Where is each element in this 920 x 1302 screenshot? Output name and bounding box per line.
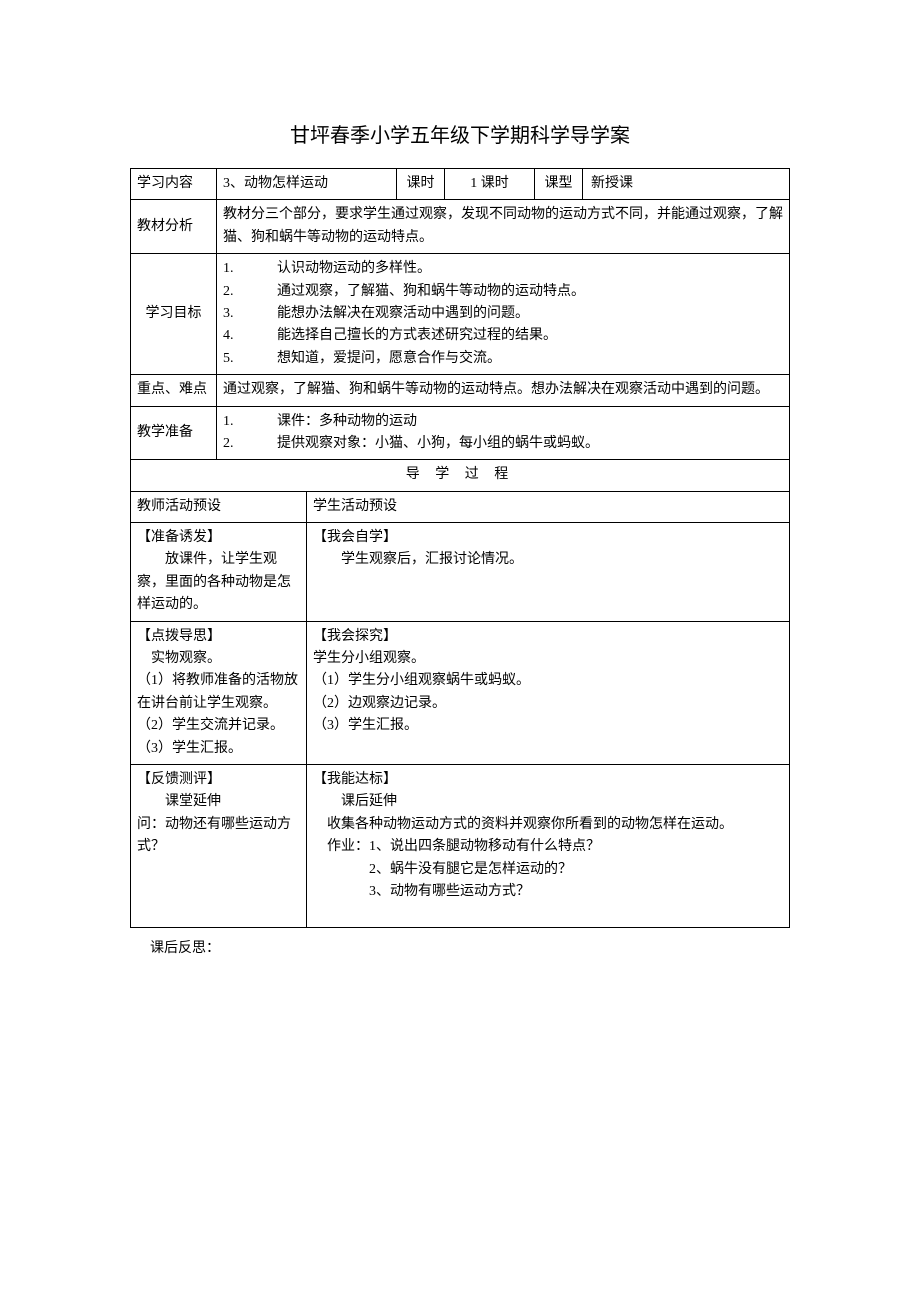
label-class-type: 课型 — [535, 169, 583, 200]
label-periods: 课时 — [397, 169, 445, 200]
lesson-plan-table: 学习内容 3、动物怎样运动 课时 1 课时 课型 新授课 教材分析 教材分三个部… — [130, 168, 790, 928]
label-textbook-analysis: 教材分析 — [131, 200, 217, 254]
section2-right-heading: 【我会探究】 — [313, 626, 783, 648]
hw1-text: 1、说出四条腿动物移动有什么特点？ — [369, 839, 600, 854]
value-teaching-prep: 1.课件：多种动物的运动 2.提供观察对象：小猫、小狗，每小组的蜗牛或蚂蚁。 — [217, 406, 790, 460]
label-study-content: 学习内容 — [131, 169, 217, 200]
value-study-content: 3、动物怎样运动 — [217, 169, 397, 200]
value-key-difficulty: 通过观察，了解猫、狗和蜗牛等动物的运动特点。想办法解决在观察活动中遇到的问题。 — [217, 375, 790, 406]
section1-right-body-text: 学生观察后，汇报讨论情况。 — [341, 552, 523, 567]
row-study-goals: 学习目标 1.认识动物运动的多样性。 2.通过观察，了解猫、狗和蜗牛等动物的运动… — [131, 254, 790, 375]
section2-right: 【我会探究】 学生分小组观察。 （1）学生分小组观察蜗牛或蚂蚁。 （2）边观察边… — [307, 621, 790, 764]
row-study-content: 学习内容 3、动物怎样运动 课时 1 课时 课型 新授课 — [131, 169, 790, 200]
section3-right-sub: 课后延伸 — [313, 791, 783, 813]
section1-left-heading: 【准备诱发】 — [137, 527, 300, 549]
section2-left-line: （1）将教师准备的活物放在讲台前让学生观察。 — [137, 670, 300, 715]
section2-left-line: （3）学生汇报。 — [137, 738, 300, 760]
goal-item: 3.能想办法解决在观察活动中遇到的问题。 — [223, 303, 783, 325]
goal-text: 想知道，爱提问，愿意合作与交流。 — [277, 351, 501, 366]
label-teaching-prep: 教学准备 — [131, 406, 217, 460]
section2-right-line: （2）边观察边记录。 — [313, 693, 783, 715]
section3-right-hw1: 作业：1、说出四条腿动物移动有什么特点？ — [313, 836, 783, 858]
row-activity-headers: 教师活动预设 学生活动预设 — [131, 491, 790, 522]
goal-item: 1.认识动物运动的多样性。 — [223, 258, 783, 280]
teacher-activity-header: 教师活动预设 — [131, 491, 307, 522]
value-periods: 1 课时 — [445, 169, 535, 200]
section3-right-heading: 【我能达标】 — [313, 769, 783, 791]
row-section-1: 【准备诱发】 放课件，让学生观察，里面的各种动物是怎样运动的。 【我会自学】 学… — [131, 523, 790, 622]
goal-item: 4.能选择自己擅长的方式表述研究过程的结果。 — [223, 325, 783, 347]
prep-text: 课件：多种动物的运动 — [277, 414, 417, 429]
section3-right-body1: 收集各种动物运动方式的资料并观察你所看到的动物怎样在运动。 — [313, 814, 783, 836]
section3-left-heading: 【反馈测评】 — [137, 769, 300, 791]
section2-right-line: （1）学生分小组观察蜗牛或蚂蚁。 — [313, 670, 783, 692]
section1-left-body: 放课件，让学生观察，里面的各种动物是怎样运动的。 — [137, 549, 300, 616]
row-key-difficulty: 重点、难点 通过观察，了解猫、狗和蜗牛等动物的运动特点。想办法解决在观察活动中遇… — [131, 375, 790, 406]
value-study-goals: 1.认识动物运动的多样性。 2.通过观察，了解猫、狗和蜗牛等动物的运动特点。 3… — [217, 254, 790, 375]
section3-right: 【我能达标】 课后延伸 收集各种动物运动方式的资料并观察你所看到的动物怎样在运动… — [307, 764, 790, 927]
section3-right-hw2: 2、蜗牛没有腿它是怎样运动的？ — [313, 859, 783, 881]
section2-left-sub: 实物观察。 — [137, 648, 300, 670]
goal-text: 认识动物运动的多样性。 — [277, 261, 431, 276]
row-teaching-prep: 教学准备 1.课件：多种动物的运动 2.提供观察对象：小猫、小狗，每小组的蜗牛或… — [131, 406, 790, 460]
section3-right-body1-text: 收集各种动物运动方式的资料并观察你所看到的动物怎样在运动。 — [327, 817, 733, 832]
section3-right-sub-text: 课后延伸 — [341, 794, 397, 809]
value-textbook-analysis: 教材分三个部分，要求学生通过观察，发现不同动物的运动方式不同，并能通过观察，了解… — [217, 200, 790, 254]
row-section-2: 【点拨导思】 实物观察。 （1）将教师准备的活物放在讲台前让学生观察。 （2）学… — [131, 621, 790, 764]
row-textbook-analysis: 教材分析 教材分三个部分，要求学生通过观察，发现不同动物的运动方式不同，并能通过… — [131, 200, 790, 254]
label-key-difficulty: 重点、难点 — [131, 375, 217, 406]
process-header: 导 学 过 程 — [131, 460, 790, 491]
section2-left: 【点拨导思】 实物观察。 （1）将教师准备的活物放在讲台前让学生观察。 （2）学… — [131, 621, 307, 764]
section1-right: 【我会自学】 学生观察后，汇报讨论情况。 — [307, 523, 790, 622]
section3-left-sub-text: 课堂延伸 — [165, 794, 221, 809]
prep-item: 2.提供观察对象：小猫、小狗，每小组的蜗牛或蚂蚁。 — [223, 433, 783, 455]
goal-text: 能选择自己擅长的方式表述研究过程的结果。 — [277, 328, 557, 343]
section2-left-line: （2）学生交流并记录。 — [137, 715, 300, 737]
goal-item: 2.通过观察，了解猫、狗和蜗牛等动物的运动特点。 — [223, 281, 783, 303]
section2-right-line: （3）学生汇报。 — [313, 715, 783, 737]
goal-text: 通过观察，了解猫、狗和蜗牛等动物的运动特点。 — [277, 284, 585, 299]
label-study-goals: 学习目标 — [131, 254, 217, 375]
footer-reflection: 课后反思： — [130, 938, 790, 960]
section3-left: 【反馈测评】 课堂延伸 问：动物还有哪些运动方式？ — [131, 764, 307, 927]
page-title: 甘坪春季小学五年级下学期科学导学案 — [130, 120, 790, 152]
section3-right-hw3: 3、动物有哪些运动方式？ — [313, 881, 783, 903]
row-section-3: 【反馈测评】 课堂延伸 问：动物还有哪些运动方式？ 【我能达标】 课后延伸 收集… — [131, 764, 790, 927]
prep-text: 提供观察对象：小猫、小狗，每小组的蜗牛或蚂蚁。 — [277, 436, 599, 451]
section1-right-body: 学生观察后，汇报讨论情况。 — [313, 549, 783, 571]
section3-left-sub: 课堂延伸 — [137, 791, 300, 813]
goal-text: 能想办法解决在观察活动中遇到的问题。 — [277, 306, 529, 321]
section1-left: 【准备诱发】 放课件，让学生观察，里面的各种动物是怎样运动的。 — [131, 523, 307, 622]
section1-left-body-text: 放课件，让学生观察，里面的各种动物是怎样运动的。 — [137, 552, 291, 612]
section1-right-heading: 【我会自学】 — [313, 527, 783, 549]
goal-item: 5.想知道，爱提问，愿意合作与交流。 — [223, 348, 783, 370]
value-class-type: 新授课 — [583, 169, 790, 200]
section2-left-heading: 【点拨导思】 — [137, 626, 300, 648]
section2-right-sub: 学生分小组观察。 — [313, 648, 783, 670]
row-process-header: 导 学 过 程 — [131, 460, 790, 491]
section3-left-q: 问：动物还有哪些运动方式？ — [137, 814, 300, 859]
student-activity-header: 学生活动预设 — [307, 491, 790, 522]
prep-item: 1.课件：多种动物的运动 — [223, 411, 783, 433]
section2-left-sub-text: 实物观察。 — [151, 651, 221, 666]
hw-label: 作业： — [327, 839, 369, 854]
